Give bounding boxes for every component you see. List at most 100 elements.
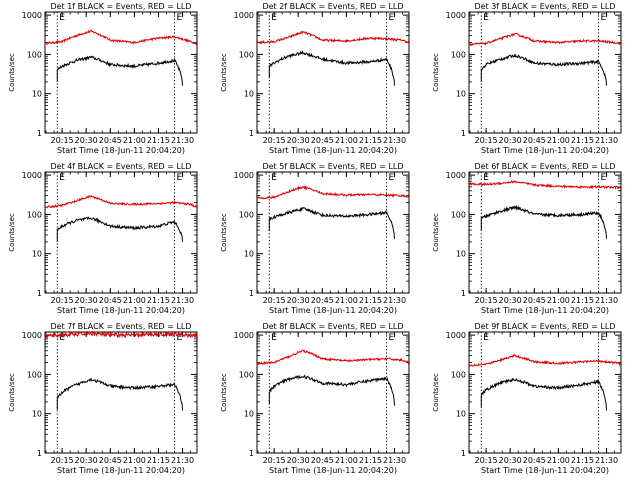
- series-lld-line: [256, 31, 410, 45]
- plot-frame: [256, 331, 410, 454]
- x-tick-label: 21:30: [383, 136, 406, 145]
- series-events-line: [480, 377, 607, 411]
- x-tick-label: 21:30: [171, 456, 194, 465]
- y-tick-label: 1000: [446, 331, 466, 340]
- x-tick-label: 20:45: [99, 136, 122, 145]
- y-axis-label: Counts/sec: [432, 53, 440, 92]
- y-tick-label: 1: [461, 289, 466, 298]
- panel-det-9: Det 9f BLACK = Events, RED = LLD Counts/s…: [432, 322, 622, 475]
- panel-title: Det 5f BLACK = Events, RED = LLD: [262, 162, 403, 171]
- y-tick-label: 1: [249, 449, 254, 458]
- event-marker-label: E: [483, 13, 489, 23]
- x-tick-label: 20:15: [51, 456, 74, 465]
- x-tick-label: 21:15: [147, 456, 170, 465]
- panel-det-7: Det 7f BLACK = Events, RED = LLD Counts/s…: [8, 322, 198, 475]
- panel-title: Det 2f BLACK = Events, RED = LLD: [262, 2, 403, 11]
- event-marker-label: E: [59, 173, 65, 183]
- x-tick-label: 20:15: [263, 136, 286, 145]
- y-tick-label: 1: [37, 449, 42, 458]
- panel-title: Det 6f BLACK = Events, RED = LLD: [474, 162, 615, 171]
- x-axis-label: Start Time (18-Jun-11 20:04:20): [481, 306, 609, 315]
- y-tick-label: 10: [244, 410, 254, 419]
- x-tick-label: 21:30: [171, 136, 194, 145]
- x-tick-label: 21:30: [383, 456, 406, 465]
- x-tick-label: 20:45: [523, 296, 546, 305]
- x-axis-label: Start Time (18-Jun-11 20:04:20): [269, 146, 397, 155]
- event-marker-label: E: [389, 13, 395, 23]
- x-tick-label: 20:15: [51, 296, 74, 305]
- series-events-line: [56, 216, 183, 242]
- series-lld-line: [44, 29, 198, 46]
- series-events-line: [268, 374, 395, 406]
- series-events-line: [268, 50, 395, 86]
- x-axis-label: Start Time (18-Jun-11 20:04:20): [57, 466, 185, 475]
- event-marker-label: E: [271, 173, 277, 183]
- x-tick-label: 20:30: [499, 456, 522, 465]
- event-marker-label: E: [601, 333, 607, 343]
- x-tick-label: 21:00: [547, 136, 570, 145]
- series-lld-line: [256, 349, 410, 366]
- x-tick-label: 21:00: [123, 136, 146, 145]
- series-lld-line: [468, 354, 621, 367]
- panel-det-8: Det 8f BLACK = Events, RED = LLD Counts/s…: [220, 322, 410, 475]
- event-marker-label: E: [601, 173, 607, 183]
- x-tick-label: 20:30: [499, 136, 522, 145]
- y-tick-label: 100: [239, 370, 254, 379]
- y-tick-label: 10: [32, 250, 42, 259]
- y-tick-label: 100: [239, 210, 254, 219]
- y-tick-label: 1000: [234, 331, 254, 340]
- x-tick-label: 20:15: [263, 296, 286, 305]
- x-axis-label: Start Time (18-Jun-11 20:04:20): [481, 466, 609, 475]
- x-tick-label: 20:15: [475, 456, 498, 465]
- panel-det-3: Det 3f BLACK = Events, RED = LLD Counts/s…: [432, 2, 622, 155]
- x-tick-label: 21:15: [571, 456, 594, 465]
- y-tick-label: 1000: [446, 171, 466, 180]
- y-tick-label: 100: [451, 370, 466, 379]
- series-events-line: [56, 377, 183, 411]
- x-tick-label: 20:15: [475, 136, 498, 145]
- panel-det-6: Det 6f BLACK = Events, RED = LLD Counts/s…: [432, 162, 622, 315]
- y-tick-label: 10: [244, 250, 254, 259]
- event-marker-label: E: [177, 333, 183, 343]
- series-events-line: [268, 206, 395, 239]
- y-tick-label: 100: [239, 50, 254, 59]
- x-tick-label: 21:00: [335, 456, 358, 465]
- x-tick-label: 21:00: [123, 296, 146, 305]
- y-tick-label: 1: [37, 129, 42, 138]
- panel-det-5: Det 5f BLACK = Events, RED = LLD Counts/s…: [220, 162, 410, 315]
- x-tick-label: 21:15: [571, 296, 594, 305]
- x-tick-label: 21:00: [335, 296, 358, 305]
- x-tick-label: 20:15: [263, 456, 286, 465]
- event-marker-label: E: [271, 13, 277, 23]
- x-tick-label: 21:15: [571, 136, 594, 145]
- y-tick-label: 100: [27, 370, 42, 379]
- x-tick-label: 21:15: [359, 296, 382, 305]
- event-marker-label: E: [601, 13, 607, 23]
- series-lld-line: [468, 32, 622, 47]
- y-axis-label: Counts/sec: [220, 213, 228, 252]
- series-lld-line: [44, 330, 198, 340]
- y-tick-label: 10: [244, 90, 254, 99]
- x-tick-label: 21:15: [147, 136, 170, 145]
- y-axis-label: Counts/sec: [220, 373, 228, 412]
- x-tick-label: 21:30: [595, 456, 618, 465]
- plot-frame: [44, 171, 198, 294]
- y-tick-label: 1000: [234, 11, 254, 20]
- x-tick-label: 21:30: [171, 296, 194, 305]
- x-axis-label: Start Time (18-Jun-11 20:04:20): [481, 146, 609, 155]
- event-marker-label: E: [177, 13, 183, 23]
- event-marker-label: E: [389, 173, 395, 183]
- event-marker-label: E: [483, 333, 489, 343]
- x-tick-label: 20:45: [523, 136, 546, 145]
- x-axis-label: Start Time (18-Jun-11 20:04:20): [269, 466, 397, 475]
- plot-frame: [468, 171, 622, 294]
- y-tick-label: 1: [249, 289, 254, 298]
- event-marker-label: E: [271, 333, 277, 343]
- plot-frame: [256, 11, 410, 134]
- x-tick-label: 20:15: [51, 136, 74, 145]
- y-tick-label: 1: [461, 129, 466, 138]
- y-axis-label: Counts/sec: [432, 373, 440, 412]
- y-tick-label: 1000: [22, 11, 42, 20]
- x-tick-label: 20:30: [75, 136, 98, 145]
